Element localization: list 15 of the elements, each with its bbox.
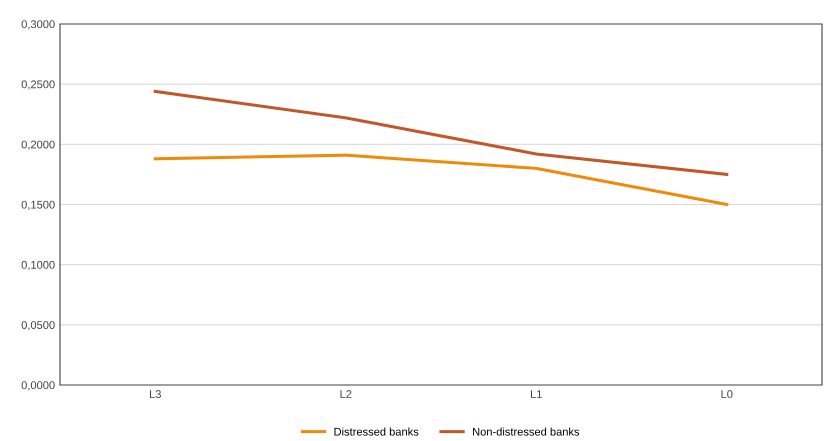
x-tick-label: L1 — [530, 390, 542, 398]
legend-label: Distressed banks — [334, 427, 418, 436]
y-tick-label: 0,2000 — [22, 140, 55, 150]
line-series — [154, 154, 728, 206]
legend-label: Non-distressed banks — [473, 427, 580, 436]
y-tick-label: 0,0000 — [22, 381, 55, 390]
y-tick-label: 0,1000 — [22, 260, 55, 270]
y-tick-label: 0,3000 — [22, 20, 55, 30]
line-series — [154, 90, 728, 176]
y-tick-label: 0,1500 — [22, 200, 55, 210]
x-tick-label: L3 — [150, 390, 161, 398]
x-tick-label: L0 — [721, 390, 732, 398]
y-tick-label: 0,0500 — [22, 321, 55, 330]
y-tick-label: 0,2500 — [22, 80, 55, 90]
x-tick-label: L2 — [340, 390, 352, 398]
